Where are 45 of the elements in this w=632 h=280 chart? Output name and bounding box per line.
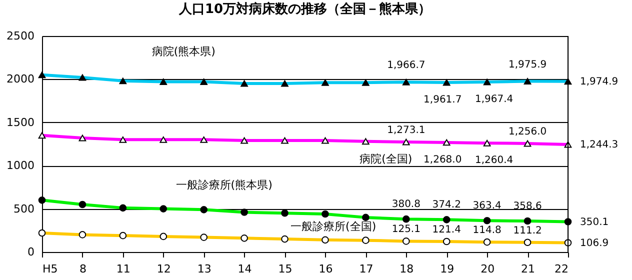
- x-tick-label: 16: [318, 262, 333, 276]
- data-label: 374.2: [432, 200, 461, 211]
- data-label: 1,975.9: [508, 59, 547, 70]
- data-label: 125.1: [392, 224, 420, 236]
- data-label: 1,268.0: [424, 154, 462, 166]
- data-label: 1,273.1: [387, 125, 426, 136]
- y-tick-label: 1000: [6, 159, 34, 172]
- data-label: 121.4: [432, 224, 461, 236]
- data-label: 1,974.9: [580, 76, 618, 88]
- series-label: 病院(全国): [360, 152, 412, 166]
- chart-title: 人口10万対病床数の推移（全国－熊本県）: [178, 1, 432, 17]
- data-label: 111.2: [513, 225, 542, 236]
- x-tick-label: 13: [197, 262, 212, 276]
- x-tick-label: 20: [480, 262, 495, 276]
- data-label: 1,256.0: [508, 126, 547, 138]
- x-tick-label: 15: [278, 262, 292, 276]
- x-tick-label: 18: [400, 262, 414, 276]
- data-label: 106.9: [580, 238, 609, 249]
- data-label: 1,966.7: [387, 60, 426, 72]
- text: 病院(熊本県): [152, 44, 216, 58]
- data-label: 1,260.4: [474, 155, 514, 166]
- x-tick-label: 14: [238, 262, 252, 276]
- x-tick-label: 17: [359, 262, 374, 276]
- data-label: 350.1: [580, 216, 609, 228]
- data-label: 114.8: [472, 225, 502, 236]
- data-label: 358.6: [513, 201, 542, 212]
- y-tick-label: 1500: [6, 116, 34, 129]
- data-label: 1,967.4: [474, 94, 514, 106]
- series-label: 一般診療所(全国): [290, 220, 376, 233]
- x-tick-label: 19: [440, 262, 454, 276]
- data-label: 363.4: [472, 200, 502, 212]
- x-tick-label: H5: [42, 262, 58, 276]
- series-label: 一般診療所(熊本県): [176, 178, 272, 192]
- y-tick-label: 500: [14, 202, 34, 216]
- y-tick-label: 0: [28, 246, 34, 258]
- data-label: 380.8: [392, 199, 420, 210]
- x-tick-label: 8: [79, 262, 86, 276]
- x-tick-label: 22: [554, 262, 568, 276]
- y-tick-label: 2000: [6, 72, 34, 86]
- x-tick-label: 12: [156, 262, 171, 276]
- y-tick-label: 2500: [6, 30, 34, 42]
- x-tick-label: 21: [521, 262, 536, 276]
- data-label: 1,244.3: [580, 139, 618, 150]
- x-tick-label: 11: [116, 262, 130, 276]
- data-label: 1,961.7: [424, 94, 462, 106]
